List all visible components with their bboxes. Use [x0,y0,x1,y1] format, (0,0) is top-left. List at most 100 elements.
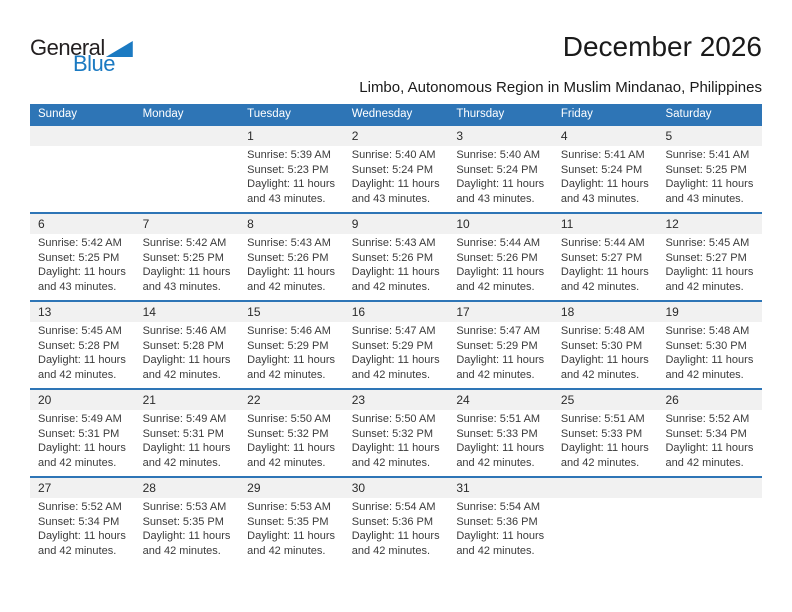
daylight-text: Daylight: 11 hours and 42 minutes. [38,442,126,469]
sunrise-text: Sunrise: 5:40 AM [456,149,541,161]
daylight-text: Daylight: 11 hours and 42 minutes. [38,530,126,557]
sunrise-text: Sunrise: 5:49 AM [38,413,122,425]
sunset-text: Sunset: 5:32 PM [247,427,329,440]
logo-triangle-icon [105,41,133,57]
day-number: 10 [456,217,470,231]
sunrise-text: Sunrise: 5:50 AM [351,413,436,425]
day-number: 21 [142,393,156,407]
sunset-text: Sunset: 5:26 PM [351,251,434,264]
sunset-text: Sunset: 5:31 PM [142,427,224,440]
sunset-text: Sunset: 5:30 PM [665,339,747,352]
day-details-row: Sunrise: 5:42 AM Sunset: 5:25 PM Daylight:… [30,234,762,300]
day-number: 12 [665,217,679,231]
day-number: 28 [142,481,156,495]
day-cell: Sunrise: 5:45 AM Sunset: 5:27 PM Daylight:… [657,234,762,300]
sunset-text: Sunset: 5:35 PM [247,515,329,528]
daylight-text: Daylight: 11 hours and 42 minutes. [247,266,336,293]
sunset-text: Sunset: 5:29 PM [456,339,538,352]
day-cell: Sunrise: 5:43 AM Sunset: 5:26 PM Daylight:… [344,234,449,300]
sunrise-text: Sunrise: 5:48 AM [560,325,645,337]
day-number: 16 [351,305,366,319]
day-cell: Sunrise: 5:40 AM Sunset: 5:24 PM Daylight:… [344,146,449,212]
calendar-table: Sunday Monday Tuesday Wednesday Thursday Frid… [30,104,762,564]
sunset-text: Sunset: 5:28 PM [38,339,120,352]
daylight-text: Daylight: 11 hours and 43 minutes. [247,178,336,205]
logo-text-blue: Blue [73,51,116,76]
sunset-text: Sunset: 5:26 PM [456,251,538,264]
day-cell: Sunrise: 5:53 AM Sunset: 5:35 PM Daylight:… [239,498,344,564]
day-number: 13 [38,305,52,319]
day-cell: Sunrise: 5:42 AM Sunset: 5:25 PM Daylight:… [135,234,240,300]
sunset-text: Sunset: 5:29 PM [351,339,434,352]
daylight-text: Daylight: 11 hours and 42 minutes. [665,442,754,469]
day-cell: Sunrise: 5:50 AM Sunset: 5:32 PM Daylight:… [344,410,449,476]
empty-day-cell [657,498,762,564]
daylight-text: Daylight: 11 hours and 42 minutes. [247,442,336,469]
day-number: 11 [560,217,574,231]
day-cell: Sunrise: 5:47 AM Sunset: 5:29 PM Daylight:… [448,322,553,388]
sunset-text: Sunset: 5:29 PM [247,339,329,352]
sunrise-text: Sunrise: 5:54 AM [456,501,541,513]
week-row: 1 2 3 4 5 Sunrise: 5:39 AM Sunset: 5:23 PM Dayl… [30,126,762,212]
daylight-text: Daylight: 11 hours and 42 minutes. [38,354,126,381]
day-number: 18 [560,305,575,319]
sunrise-text: Sunrise: 5:54 AM [351,501,436,513]
daylight-text: Daylight: 11 hours and 42 minutes. [247,530,336,557]
daylight-text: Daylight: 11 hours and 43 minutes. [38,266,126,293]
weekday-header-row: Sunday Monday Tuesday Wednesday Thursday Frid… [30,104,762,126]
sunset-text: Sunset: 5:27 PM [665,251,747,264]
sunrise-text: Sunrise: 5:39 AM [247,149,331,161]
daylight-text: Daylight: 11 hours and 42 minutes. [456,354,545,381]
daylight-text: Daylight: 11 hours and 42 minutes. [665,354,754,381]
day-number [657,478,762,498]
daylight-text: Daylight: 11 hours and 42 minutes. [560,354,649,381]
sunset-text: Sunset: 5:24 PM [560,163,643,176]
sunset-text: Sunset: 5:36 PM [456,515,538,528]
day-cell: Sunrise: 5:46 AM Sunset: 5:29 PM Daylight:… [239,322,344,388]
sunrise-text: Sunrise: 5:53 AM [142,501,227,513]
sunset-text: Sunset: 5:27 PM [560,251,643,264]
sunrise-text: Sunrise: 5:45 AM [665,237,750,249]
sunset-text: Sunset: 5:26 PM [247,251,329,264]
day-number: 8 [247,217,254,231]
sunset-text: Sunset: 5:36 PM [351,515,434,528]
day-number: 19 [665,305,679,319]
empty-day-cell [135,146,240,212]
day-cell: Sunrise: 5:45 AM Sunset: 5:28 PM Daylight:… [30,322,135,388]
calendar-weeks: 1 2 3 4 5 Sunrise: 5:39 AM Sunset: 5:23 PM Dayl… [30,126,762,564]
sunrise-text: Sunrise: 5:41 AM [665,149,750,161]
day-details-row: Sunrise: 5:52 AM Sunset: 5:34 PM Daylight:… [30,498,762,564]
daylight-text: Daylight: 11 hours and 42 minutes. [351,442,440,469]
sunrise-text: Sunrise: 5:53 AM [247,501,331,513]
day-cell: Sunrise: 5:49 AM Sunset: 5:31 PM Daylight:… [30,410,135,476]
sunrise-text: Sunrise: 5:44 AM [456,237,541,249]
day-cell: Sunrise: 5:44 AM Sunset: 5:26 PM Daylight:… [448,234,553,300]
sunrise-text: Sunrise: 5:52 AM [38,501,122,513]
day-cell: Sunrise: 5:46 AM Sunset: 5:28 PM Daylight:… [135,322,240,388]
day-cell: Sunrise: 5:42 AM Sunset: 5:25 PM Daylight:… [30,234,135,300]
week-row: 6 7 8 9 10 11 12 Sunrise: 5:42 AM Sunset: 5:25 P… [30,212,762,300]
sunrise-text: Sunrise: 5:43 AM [247,237,331,249]
sunset-text: Sunset: 5:35 PM [142,515,224,528]
day-number: 17 [456,305,470,319]
sunset-text: Sunset: 5:30 PM [560,339,643,352]
empty-day-cell [553,498,658,564]
daylight-text: Daylight: 11 hours and 42 minutes. [456,442,545,469]
daylight-text: Daylight: 11 hours and 42 minutes. [456,530,545,557]
sunrise-text: Sunrise: 5:44 AM [560,237,645,249]
sunrise-text: Sunrise: 5:51 AM [560,413,645,425]
daylight-text: Daylight: 11 hours and 42 minutes. [351,354,440,381]
sunrise-text: Sunrise: 5:43 AM [351,237,436,249]
daylight-text: Daylight: 11 hours and 43 minutes. [456,178,545,205]
day-number: 15 [247,305,261,319]
day-cell: Sunrise: 5:50 AM Sunset: 5:32 PM Daylight:… [239,410,344,476]
sunset-text: Sunset: 5:33 PM [456,427,538,440]
day-cell: Sunrise: 5:48 AM Sunset: 5:30 PM Daylight:… [553,322,658,388]
day-number: 2 [351,129,359,143]
day-number: 30 [351,481,366,495]
day-number: 25 [560,393,575,407]
sunset-text: Sunset: 5:32 PM [351,427,434,440]
week-row: 13 14 15 16 17 18 19 Sunrise: 5:45 AM Sunset: 5:… [30,300,762,388]
weekday-header: Friday [560,108,593,120]
